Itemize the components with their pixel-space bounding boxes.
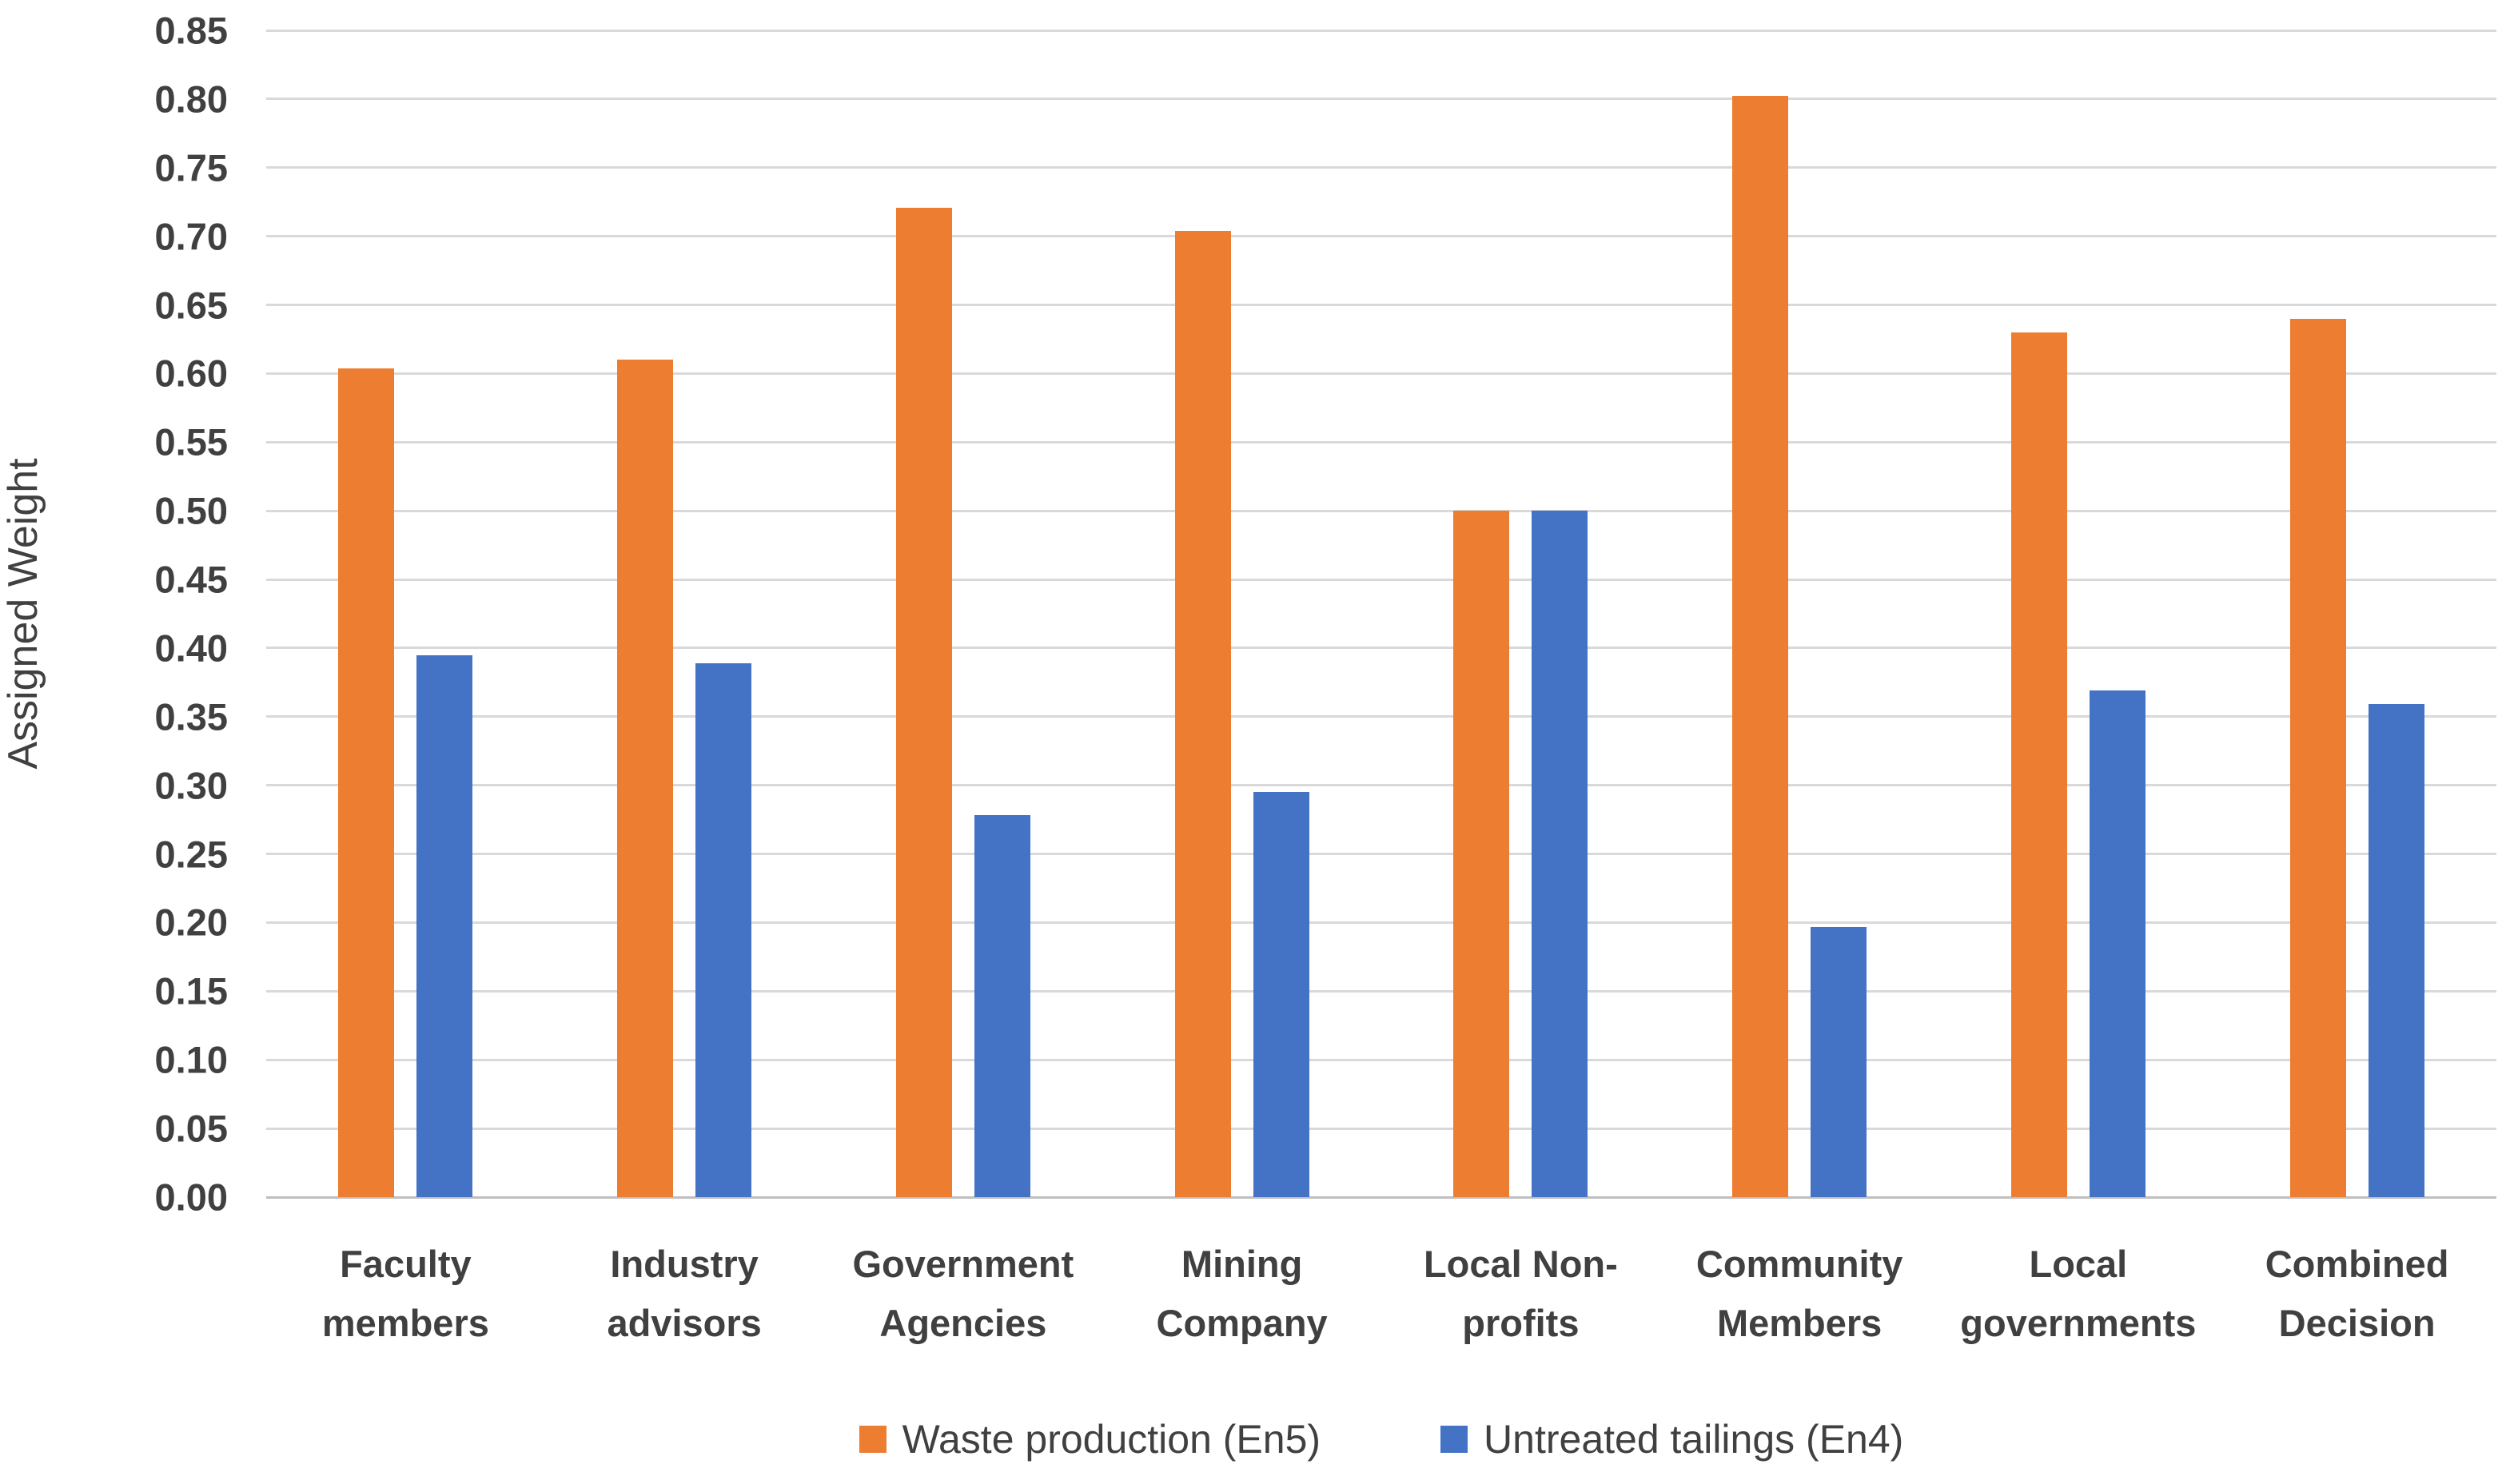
legend: Waste production (En5) Untreated tailings… xyxy=(266,1416,2496,1462)
y-tick-label: 0.15 xyxy=(154,969,228,1013)
bar-untreated-tailings-en4 xyxy=(1811,926,1867,1197)
x-category-label-faculty-members: Faculty members xyxy=(321,1243,489,1344)
x-category-label-government-agencies: Government Agencies xyxy=(852,1243,1074,1344)
legend-item-untreated-tailings-en4: Untreated tailings (En4) xyxy=(1440,1416,1903,1462)
y-tick-label: 0.00 xyxy=(154,1176,228,1219)
y-tick-label: 0.50 xyxy=(154,489,228,532)
y-tick-label: 0.80 xyxy=(154,78,228,121)
bar-untreated-tailings-en4 xyxy=(416,654,473,1197)
bar-untreated-tailings-en4 xyxy=(2089,690,2145,1197)
legend-swatch-icon xyxy=(1440,1426,1468,1453)
y-tick-label: 0.65 xyxy=(154,284,228,327)
x-category-label-local-governments: Local governments xyxy=(1960,1243,2197,1344)
legend-swatch-icon xyxy=(859,1426,886,1453)
gridline xyxy=(266,853,2496,856)
x-axis-line xyxy=(266,1196,2496,1199)
y-tick-label: 0.30 xyxy=(154,764,228,807)
y-tick-label: 0.25 xyxy=(154,833,228,876)
gridline xyxy=(266,989,2496,993)
bar-untreated-tailings-en4 xyxy=(1253,792,1309,1197)
gridline xyxy=(266,509,2496,512)
x-category-label-combined-decision: Combined Decision xyxy=(2265,1243,2449,1344)
bar-waste-production-en5 xyxy=(338,368,395,1197)
y-tick-label: 0.45 xyxy=(154,558,228,601)
y-tick-label: 0.10 xyxy=(154,1038,228,1081)
gridline xyxy=(266,715,2496,718)
gridline xyxy=(266,647,2496,650)
bar-untreated-tailings-en4 xyxy=(2368,704,2424,1197)
bar-waste-production-en5 xyxy=(2289,318,2346,1197)
x-category-label-industry-advisors: Industry advisors xyxy=(607,1243,762,1344)
x-category-label-local-non-profits: Local Non-profits xyxy=(1423,1243,1618,1344)
gridline xyxy=(266,166,2496,169)
legend-item-waste-production-en5: Waste production (En5) xyxy=(859,1416,1321,1462)
x-category-label-mining-company: Mining Company xyxy=(1156,1243,1328,1344)
gridline xyxy=(266,1058,2496,1061)
y-tick-label: 0.35 xyxy=(154,695,228,738)
bar-waste-production-en5 xyxy=(1453,511,1510,1197)
gridline xyxy=(266,784,2496,787)
y-tick-label: 0.60 xyxy=(154,352,228,395)
y-tick-label: 0.55 xyxy=(154,420,228,464)
gridline xyxy=(266,440,2496,444)
y-axis-title: Assigned Weight xyxy=(0,458,46,770)
gridline xyxy=(266,235,2496,238)
bar-waste-production-en5 xyxy=(895,207,952,1197)
legend-label: Untreated tailings (En4) xyxy=(1484,1417,1904,1462)
x-category-label-community-members: Community Members xyxy=(1695,1243,1903,1344)
y-tick-label: 0.40 xyxy=(154,627,228,670)
bar-untreated-tailings-en4 xyxy=(974,815,1030,1197)
gridline xyxy=(266,97,2496,101)
y-tick-label: 0.05 xyxy=(154,1107,228,1150)
y-tick-label: 0.20 xyxy=(154,901,228,944)
bar-waste-production-en5 xyxy=(2010,332,2067,1197)
gridline xyxy=(266,304,2496,307)
bar-untreated-tailings-en4 xyxy=(695,662,752,1197)
bar-untreated-tailings-en4 xyxy=(1532,511,1588,1197)
y-tick-label: 0.75 xyxy=(154,146,228,189)
gridline xyxy=(266,372,2496,375)
gridline xyxy=(266,1127,2496,1130)
gridline xyxy=(266,29,2496,32)
y-tick-label: 0.85 xyxy=(154,9,228,52)
gridline xyxy=(266,578,2496,581)
gridline xyxy=(266,921,2496,924)
legend-label: Waste production (En5) xyxy=(902,1417,1321,1462)
bar-waste-production-en5 xyxy=(1174,230,1231,1197)
y-tick-label: 0.70 xyxy=(154,215,228,258)
bar-waste-production-en5 xyxy=(1732,96,1789,1197)
bar-waste-production-en5 xyxy=(617,360,674,1197)
